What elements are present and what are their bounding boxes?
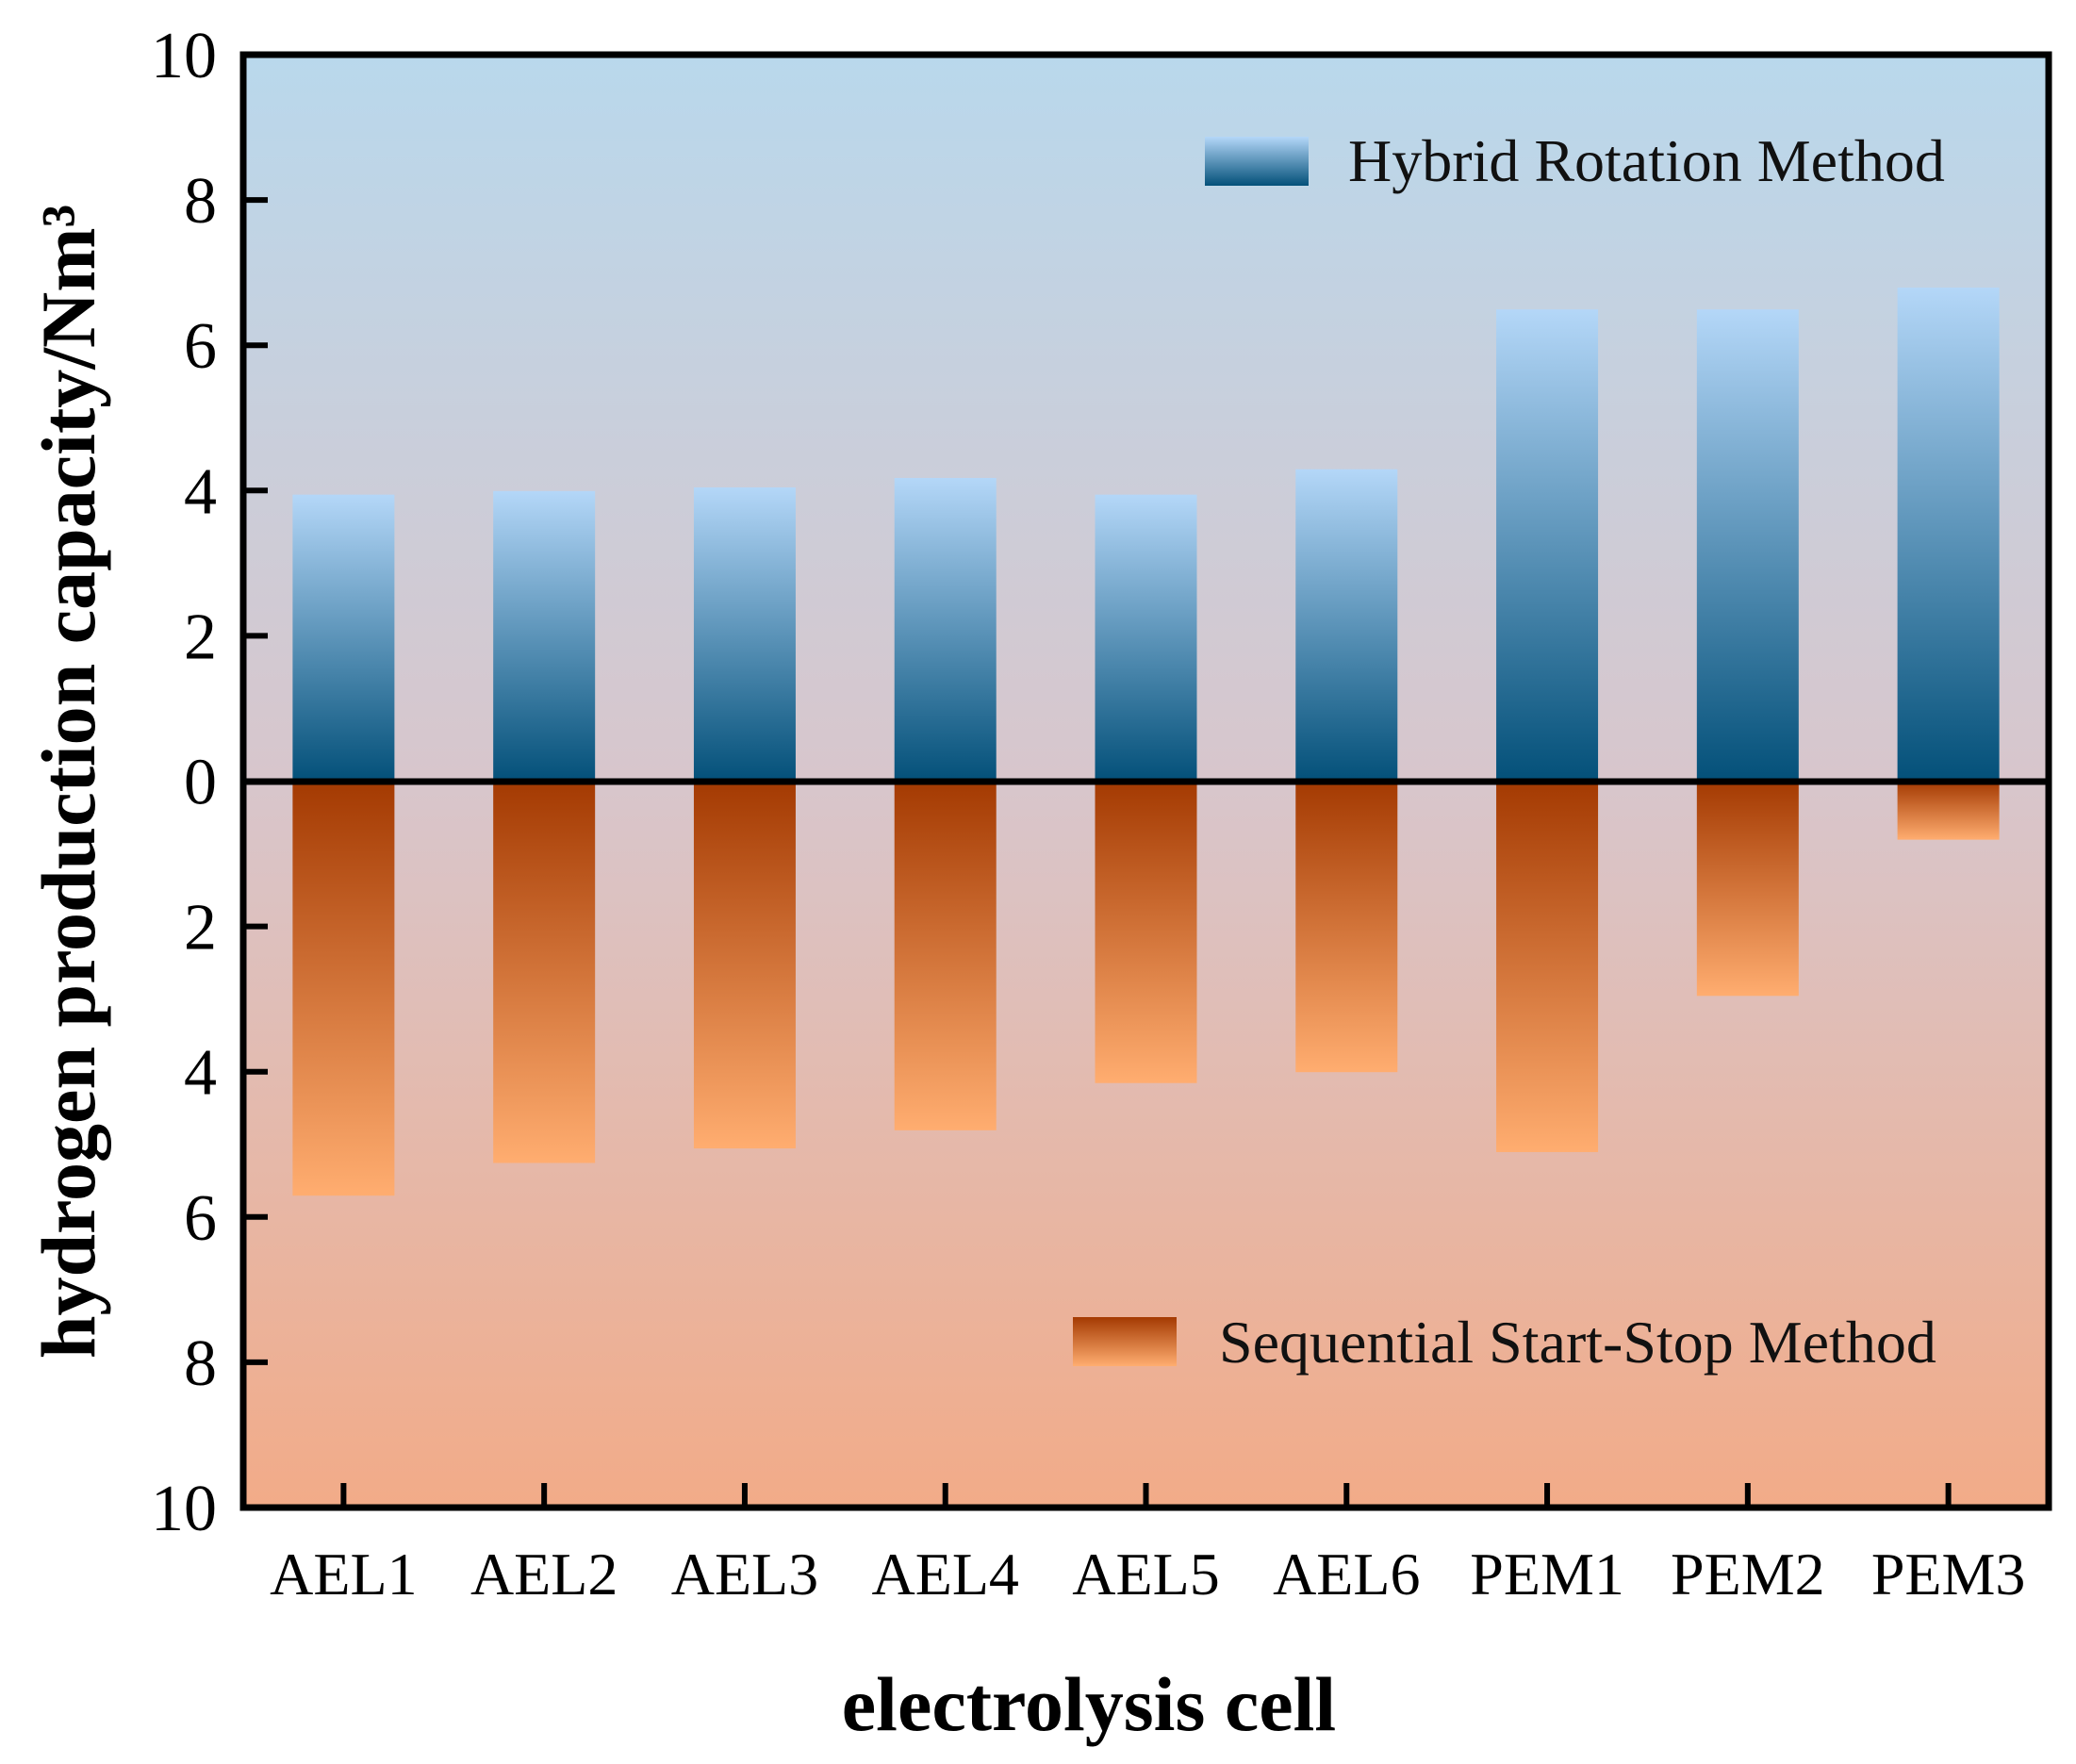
- bar-sequential-ael3: [693, 782, 796, 1149]
- bar-sequential-pem3: [1897, 782, 2000, 840]
- legend-swatch-hybrid: [1205, 137, 1309, 186]
- bar-hybrid-pem1: [1496, 309, 1599, 782]
- x-tick-label-pem2: PEM2: [1671, 1541, 1825, 1607]
- x-axis-ticks: AEL1 AEL2 AEL3 AEL4 AEL5 AEL6 PEM1 PEM2 PEM3: [270, 1483, 2025, 1607]
- bar-sequential-ael6: [1295, 782, 1398, 1073]
- y-tick-label: 6: [184, 310, 217, 383]
- bar-sequential-pem2: [1696, 782, 1799, 997]
- y-tick-label: 8: [184, 1327, 217, 1400]
- x-tick-label-ael5: AEL5: [1072, 1541, 1219, 1607]
- bar-hybrid-ael2: [493, 490, 596, 782]
- y-tick-label: 4: [184, 1037, 217, 1110]
- y-axis-ticks: 10 8 6 4 2 0 2 4 6 8 10: [151, 20, 268, 1545]
- x-tick-label-ael1: AEL1: [270, 1541, 417, 1607]
- legend-swatch-sequential: [1073, 1317, 1177, 1366]
- x-tick-label-pem1: PEM1: [1470, 1541, 1624, 1607]
- y-tick-label: 6: [184, 1182, 217, 1255]
- legend-label-sequential: Sequential Start-Stop Method: [1219, 1309, 1936, 1376]
- x-tick-label-ael2: AEL2: [470, 1541, 618, 1607]
- x-tick-label-ael3: AEL3: [671, 1541, 818, 1607]
- legend-label-hybrid: Hybrid Rotation Method: [1348, 127, 1945, 194]
- bar-hybrid-ael3: [693, 486, 796, 782]
- bar-hybrid-ael6: [1295, 469, 1398, 782]
- bar-hybrid-ael5: [1095, 494, 1197, 782]
- bar-hybrid-pem3: [1897, 288, 2000, 782]
- y-tick-label: 2: [184, 892, 217, 964]
- x-tick-label-ael4: AEL4: [872, 1541, 1019, 1607]
- bar-hybrid-pem2: [1696, 309, 1799, 782]
- bar-sequential-ael5: [1095, 782, 1197, 1083]
- x-tick-label-ael6: AEL6: [1273, 1541, 1420, 1607]
- bar-sequential-pem1: [1496, 782, 1599, 1152]
- bar-hybrid-ael1: [292, 494, 395, 782]
- sequential-bars: [292, 782, 2000, 1196]
- y-tick-label: 4: [184, 455, 217, 528]
- x-tick-label-pem3: PEM3: [1871, 1541, 2026, 1607]
- plot-frame: [239, 51, 2052, 1511]
- y-tick-label: 2: [184, 601, 217, 673]
- bar-sequential-ael4: [894, 782, 997, 1130]
- y-tick-label: 8: [184, 165, 217, 238]
- bar-hybrid-ael4: [894, 477, 997, 782]
- x-axis-title: electrolysis cell: [842, 1661, 1336, 1747]
- y-tick-label: 10: [151, 1473, 217, 1545]
- y-tick-label: 0: [184, 747, 217, 819]
- y-axis-title: hydrogen production capacity/Nm³: [25, 205, 111, 1359]
- bar-sequential-ael2: [493, 782, 596, 1163]
- bar-sequential-ael1: [292, 782, 395, 1196]
- y-tick-label: 10: [151, 20, 217, 92]
- hybrid-bars: [292, 288, 2000, 782]
